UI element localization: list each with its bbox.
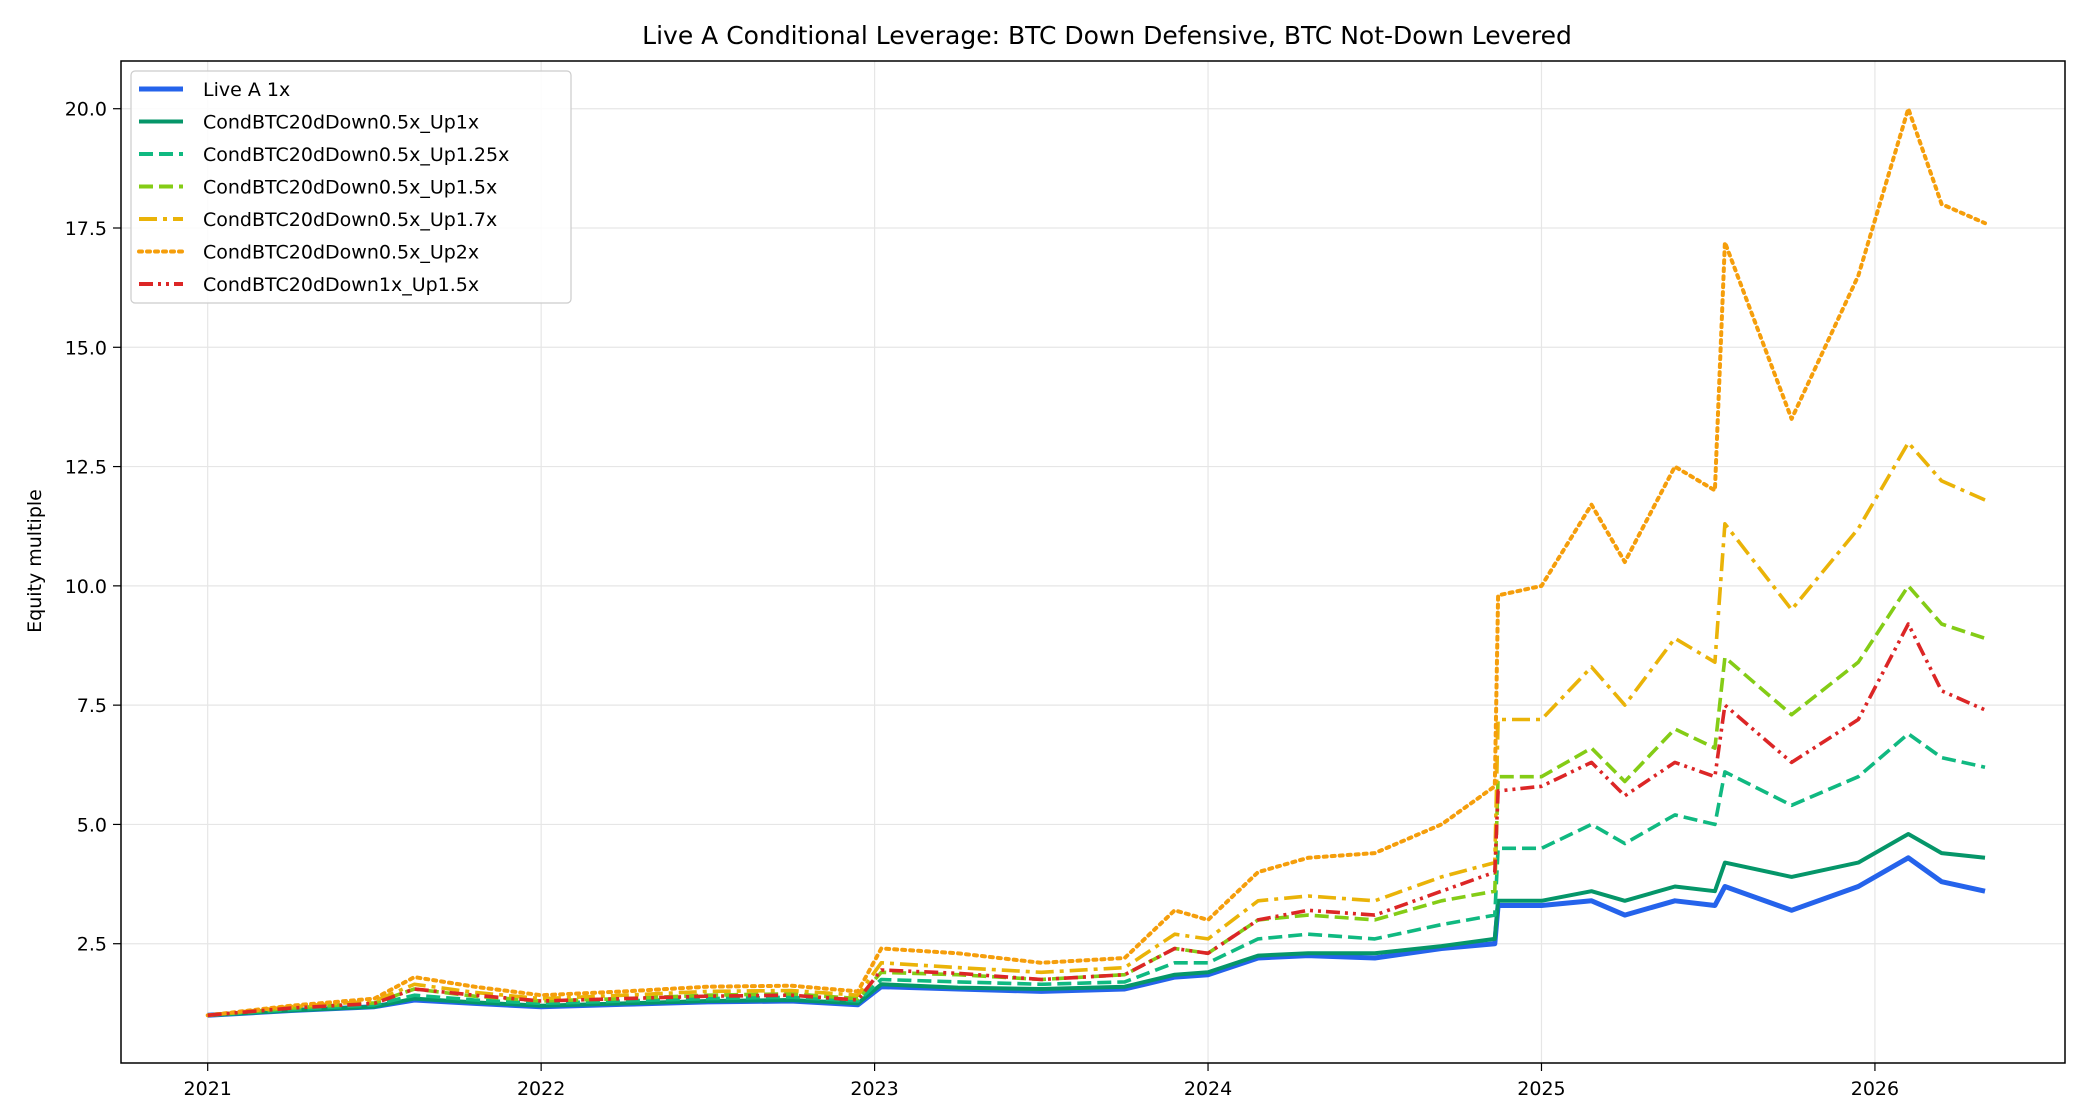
legend-label-1: CondBTC20dDown0.5x_Up1x [203,112,479,134]
y-axis-label: Equity multiple [24,489,46,633]
legend: Live A 1x CondBTC20dDown0.5x_Up1x CondBTC2… [130,70,572,304]
y-tick-label: 15.0 [65,337,107,359]
x-tick-label: 2025 [1517,1078,1565,1100]
series-line-3 [207,584,1986,1018]
legend-label-4: CondBTC20dDown0.5x_Up1.7x [203,209,497,231]
x-tick-label: 2026 [1851,1078,1899,1100]
chart-title: Live A Conditional Leverage: BTC Down De… [642,21,1572,50]
y-tick-label: 12.5 [65,457,107,479]
legend-label-5: CondBTC20dDown0.5x_Up2x [203,242,479,264]
series-line-5 [205,106,1987,1018]
y-tick-label: 10.0 [65,576,107,598]
y-tick-label: 17.5 [65,218,107,240]
legend-label-2: CondBTC20dDown0.5x_Up1.25x [203,144,509,166]
x-axis: 2021 2022 2023 2024 2025 2026 [184,1063,1899,1100]
y-tick-label: 20.0 [65,99,107,121]
legend-box [130,70,572,304]
y-axis: 2.5 5.0 7.5 10.0 12.5 15.0 17.5 20.0 [65,99,121,956]
y-tick-label: 5.0 [77,814,107,836]
x-tick-label: 2024 [1184,1078,1232,1100]
x-tick-label: 2023 [850,1078,898,1100]
grid [121,61,2065,1063]
y-tick-label: 7.5 [77,695,107,717]
x-tick-label: 2021 [184,1078,232,1100]
series-line-6 [207,622,1986,1018]
x-tick-label: 2022 [517,1078,565,1100]
series-line-4 [207,440,1986,1018]
y-tick-label: 2.5 [77,934,107,956]
legend-label-0: Live A 1x [203,79,290,101]
legend-label-6: CondBTC20dDown1x_Up1.5x [203,274,479,296]
series-line-1 [207,832,1986,1018]
plot-frame [120,60,2066,1064]
legend-label-3: CondBTC20dDown0.5x_Up1.5x [203,177,497,199]
series-layer [205,106,1987,1018]
series-line-2 [207,731,1986,1018]
